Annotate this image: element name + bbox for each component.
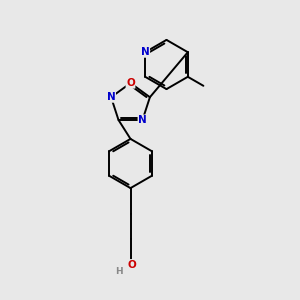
Text: O: O [126,78,135,88]
Text: N: N [141,47,150,57]
Text: O: O [128,260,136,270]
Text: N: N [138,115,147,125]
Text: H: H [115,267,123,276]
Text: N: N [107,92,116,102]
